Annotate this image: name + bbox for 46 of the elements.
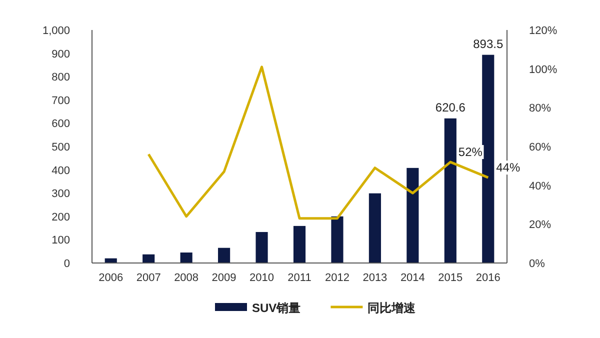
bar xyxy=(406,168,419,263)
y2-tick-label: 120% xyxy=(529,25,558,37)
x-tick-label: 2016 xyxy=(476,272,500,284)
bar xyxy=(293,226,306,263)
y-tick-label: 0 xyxy=(64,258,70,270)
y2-tick-label: 80% xyxy=(529,102,552,115)
bar xyxy=(444,118,456,263)
x-tick-label: 2014 xyxy=(400,272,425,284)
x-tick-label: 2007 xyxy=(136,272,161,284)
y-tick-label: 1,000 xyxy=(42,25,70,37)
y2-tick-label: 0% xyxy=(529,258,546,270)
y-tick-label: 200 xyxy=(52,211,70,224)
y-tick-label: 900 xyxy=(52,48,70,60)
y-tick-label: 500 xyxy=(52,142,70,154)
data-label: 52% xyxy=(458,145,483,160)
y-tick-label: 600 xyxy=(52,118,70,130)
x-tick-label: 2009 xyxy=(212,272,236,284)
y2-tick-label: 40% xyxy=(529,180,552,192)
bar xyxy=(331,216,344,263)
x-tick-label: 2015 xyxy=(438,272,463,284)
x-tick-label: 2011 xyxy=(288,272,312,284)
bar xyxy=(180,252,192,263)
bar xyxy=(218,248,230,263)
y-tick-label: 400 xyxy=(52,164,70,177)
y-tick-label: 100 xyxy=(52,234,70,247)
bar xyxy=(368,193,381,263)
y-tick-label: 700 xyxy=(52,94,70,107)
y2-tick-label: 60% xyxy=(529,142,552,154)
data-label: 44% xyxy=(496,160,520,175)
y2-tick-label: 100% xyxy=(529,64,558,76)
line-series xyxy=(147,66,490,220)
data-label: 893.5 xyxy=(473,36,504,51)
x-tick-label: 2008 xyxy=(174,272,199,284)
bar xyxy=(256,232,268,263)
data-label: 620.6 xyxy=(435,100,466,114)
x-tick-label: 2010 xyxy=(250,272,274,284)
x-tick-label: 2013 xyxy=(362,272,388,284)
x-tick-label: 2006 xyxy=(98,272,124,284)
bar xyxy=(142,254,155,263)
y-tick-label: 300 xyxy=(52,188,70,200)
y-tick-label: 800 xyxy=(52,72,70,84)
y2-tick-label: 20% xyxy=(529,219,552,232)
bar xyxy=(482,54,494,263)
x-tick-label: 2012 xyxy=(324,272,350,284)
legend-label: 同比增速 xyxy=(368,301,417,315)
legend-label: SUV销量 xyxy=(252,301,301,315)
